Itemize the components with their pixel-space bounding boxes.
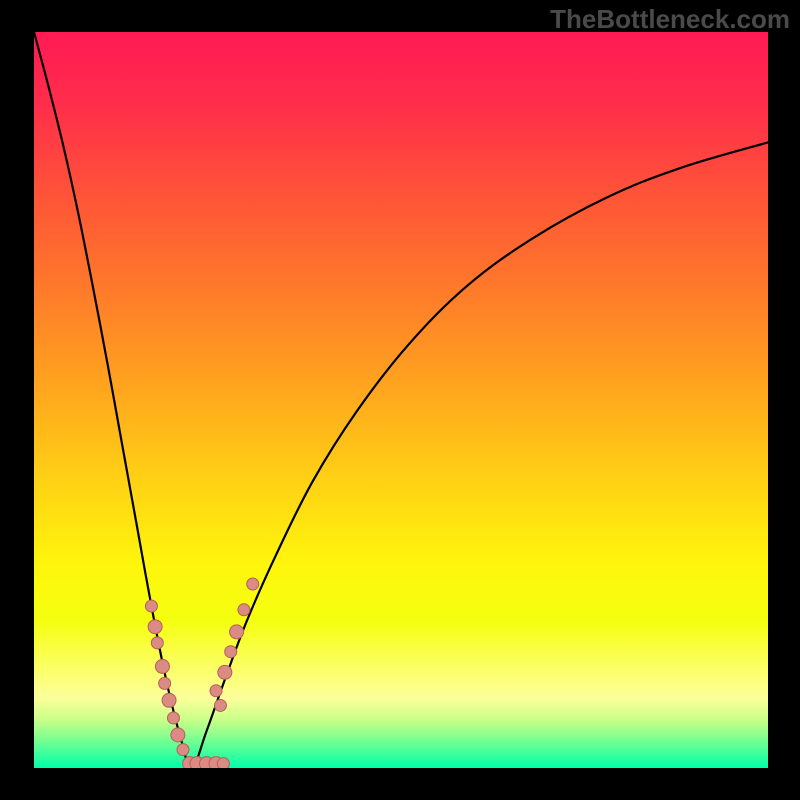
data-marker bbox=[145, 600, 157, 612]
chart-container: TheBottleneck.com bbox=[0, 0, 800, 800]
data-marker bbox=[218, 665, 232, 679]
data-marker bbox=[162, 693, 176, 707]
data-marker bbox=[238, 604, 250, 616]
data-marker bbox=[155, 659, 169, 673]
data-marker bbox=[148, 620, 162, 634]
curve-layer bbox=[34, 32, 768, 768]
data-marker bbox=[167, 712, 179, 724]
plot-area bbox=[34, 32, 768, 768]
data-marker bbox=[210, 685, 222, 697]
data-marker bbox=[151, 637, 163, 649]
data-marker bbox=[214, 699, 226, 711]
data-marker bbox=[171, 728, 185, 742]
data-marker bbox=[225, 646, 237, 658]
data-marker bbox=[177, 744, 189, 756]
data-marker bbox=[217, 758, 229, 768]
marker-group bbox=[145, 578, 258, 768]
data-marker bbox=[159, 677, 171, 689]
data-marker bbox=[230, 625, 244, 639]
watermark-text: TheBottleneck.com bbox=[550, 4, 790, 35]
data-marker bbox=[247, 578, 259, 590]
bottleneck-curve bbox=[34, 32, 768, 768]
